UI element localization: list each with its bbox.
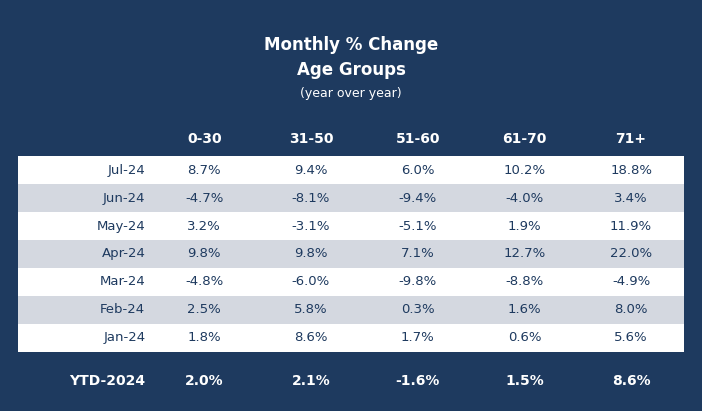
Text: (year over year): (year over year)	[300, 87, 402, 100]
Text: 2.1%: 2.1%	[291, 374, 331, 388]
Text: Jun-24: Jun-24	[102, 192, 145, 205]
Text: 0.6%: 0.6%	[508, 331, 541, 344]
Bar	[18, 240, 684, 268]
Text: Feb-24: Feb-24	[100, 303, 145, 316]
Text: 12.7%: 12.7%	[503, 247, 545, 261]
Text: 5.6%: 5.6%	[614, 331, 648, 344]
Text: Apr-24: Apr-24	[101, 247, 145, 261]
Text: 9.4%: 9.4%	[294, 164, 328, 177]
Text: -5.1%: -5.1%	[399, 219, 437, 233]
Text: 8.0%: 8.0%	[614, 303, 648, 316]
Text: 8.7%: 8.7%	[187, 164, 221, 177]
Bar	[18, 352, 684, 363]
Text: Monthly % Change: Monthly % Change	[264, 36, 438, 54]
Text: 71+: 71+	[616, 132, 647, 146]
Text: -9.4%: -9.4%	[399, 192, 437, 205]
Text: 1.7%: 1.7%	[401, 331, 435, 344]
Text: 8.6%: 8.6%	[294, 331, 328, 344]
Text: 2.0%: 2.0%	[185, 374, 224, 388]
Text: Mar-24: Mar-24	[100, 275, 145, 289]
Text: 0-30: 0-30	[187, 132, 222, 146]
Text: -4.8%: -4.8%	[185, 275, 223, 289]
Text: -3.1%: -3.1%	[292, 219, 330, 233]
Bar	[18, 268, 684, 296]
Bar	[18, 363, 684, 399]
Text: 11.9%: 11.9%	[610, 219, 652, 233]
Text: 7.1%: 7.1%	[401, 247, 435, 261]
Text: -4.0%: -4.0%	[505, 192, 543, 205]
Text: 0.3%: 0.3%	[401, 303, 435, 316]
Text: Jul-24: Jul-24	[107, 164, 145, 177]
Text: 31-50: 31-50	[289, 132, 333, 146]
Text: -4.9%: -4.9%	[612, 275, 650, 289]
Text: Age Groups: Age Groups	[296, 61, 406, 79]
Text: 1.5%: 1.5%	[505, 374, 544, 388]
Text: 3.4%: 3.4%	[614, 192, 648, 205]
Text: -9.8%: -9.8%	[399, 275, 437, 289]
Text: 2.5%: 2.5%	[187, 303, 221, 316]
Text: 51-60: 51-60	[395, 132, 440, 146]
Text: 1.9%: 1.9%	[508, 219, 541, 233]
Text: 22.0%: 22.0%	[610, 247, 652, 261]
Text: 9.8%: 9.8%	[187, 247, 221, 261]
Text: 3.2%: 3.2%	[187, 219, 221, 233]
Text: 1.6%: 1.6%	[508, 303, 541, 316]
Text: -4.7%: -4.7%	[185, 192, 223, 205]
Text: 61-70: 61-70	[502, 132, 547, 146]
Text: -6.0%: -6.0%	[292, 275, 330, 289]
Text: 18.8%: 18.8%	[610, 164, 652, 177]
Bar	[18, 122, 684, 156]
Text: -1.6%: -1.6%	[395, 374, 440, 388]
Text: -8.8%: -8.8%	[505, 275, 543, 289]
Text: YTD-2024: YTD-2024	[69, 374, 145, 388]
Text: Jan-24: Jan-24	[103, 331, 145, 344]
Bar	[18, 156, 684, 184]
Text: 9.8%: 9.8%	[294, 247, 328, 261]
Bar	[18, 212, 684, 240]
Text: 10.2%: 10.2%	[503, 164, 545, 177]
Text: 8.6%: 8.6%	[611, 374, 651, 388]
Text: May-24: May-24	[97, 219, 145, 233]
Bar	[18, 184, 684, 212]
Text: -8.1%: -8.1%	[292, 192, 330, 205]
Bar	[18, 12, 684, 122]
Bar	[18, 324, 684, 352]
Text: 5.8%: 5.8%	[294, 303, 328, 316]
Text: 6.0%: 6.0%	[401, 164, 435, 177]
Bar	[18, 296, 684, 324]
Text: 1.8%: 1.8%	[187, 331, 221, 344]
